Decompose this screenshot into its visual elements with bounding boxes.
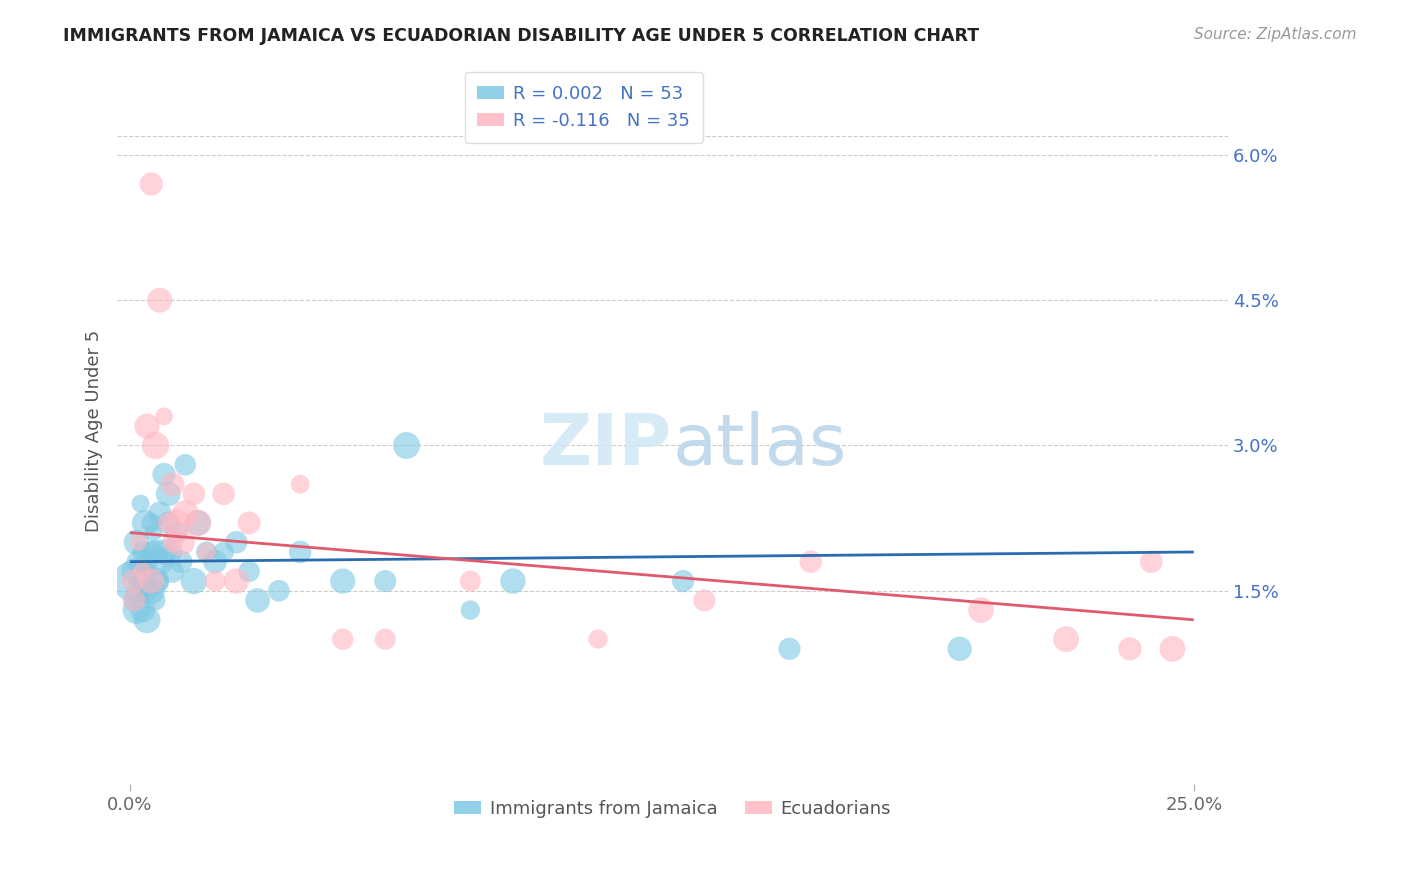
Point xyxy=(162,565,184,579)
Point xyxy=(141,574,163,588)
Y-axis label: Disability Age Under 5: Disability Age Under 5 xyxy=(86,330,103,532)
Point xyxy=(157,516,180,530)
Point xyxy=(246,593,269,607)
Point xyxy=(132,603,155,617)
Point xyxy=(153,467,176,482)
Point xyxy=(125,535,148,549)
Point xyxy=(132,565,155,579)
Point xyxy=(800,555,823,569)
Point xyxy=(170,535,193,549)
Point xyxy=(187,516,209,530)
Point xyxy=(374,574,396,588)
Point xyxy=(212,487,235,501)
Point xyxy=(127,555,149,569)
Point xyxy=(136,613,159,627)
Point xyxy=(149,506,172,520)
Text: atlas: atlas xyxy=(672,410,846,480)
Point xyxy=(141,583,163,598)
Point xyxy=(195,545,218,559)
Point xyxy=(187,516,209,530)
Point xyxy=(374,632,396,647)
Point xyxy=(267,583,290,598)
Point xyxy=(238,565,260,579)
Point xyxy=(195,545,218,559)
Point xyxy=(949,641,972,656)
Point xyxy=(162,545,184,559)
Point xyxy=(1140,555,1163,569)
Point xyxy=(779,641,801,656)
Point xyxy=(136,583,159,598)
Point xyxy=(586,632,609,647)
Point xyxy=(136,555,159,569)
Point xyxy=(238,516,260,530)
Point xyxy=(141,516,163,530)
Text: Source: ZipAtlas.com: Source: ZipAtlas.com xyxy=(1194,27,1357,42)
Point xyxy=(149,555,172,569)
Text: IMMIGRANTS FROM JAMAICA VS ECUADORIAN DISABILITY AGE UNDER 5 CORRELATION CHART: IMMIGRANTS FROM JAMAICA VS ECUADORIAN DI… xyxy=(63,27,980,45)
Point xyxy=(166,525,188,540)
Point xyxy=(174,458,197,472)
Point xyxy=(970,603,993,617)
Point xyxy=(157,516,180,530)
Point xyxy=(122,574,145,588)
Text: ZIP: ZIP xyxy=(540,410,672,480)
Point xyxy=(288,477,311,491)
Point xyxy=(693,593,716,607)
Point xyxy=(332,632,354,647)
Point xyxy=(157,487,180,501)
Point xyxy=(136,419,159,434)
Point xyxy=(122,593,145,607)
Point xyxy=(1119,641,1142,656)
Point xyxy=(149,574,172,588)
Point xyxy=(129,497,152,511)
Point xyxy=(174,506,197,520)
Point xyxy=(502,574,524,588)
Point xyxy=(122,574,145,588)
Point xyxy=(142,525,165,540)
Point xyxy=(225,574,247,588)
Point xyxy=(136,565,159,579)
Point xyxy=(212,545,235,559)
Point xyxy=(162,477,184,491)
Point xyxy=(149,293,172,308)
Point xyxy=(288,545,311,559)
Point xyxy=(132,545,155,559)
Point xyxy=(153,545,176,559)
Point xyxy=(204,574,226,588)
Point xyxy=(145,574,167,588)
Legend: Immigrants from Jamaica, Ecuadorians: Immigrants from Jamaica, Ecuadorians xyxy=(447,792,898,825)
Point xyxy=(145,545,167,559)
Point xyxy=(460,574,482,588)
Point xyxy=(153,409,176,424)
Point xyxy=(225,535,247,549)
Point xyxy=(127,535,149,549)
Point xyxy=(672,574,695,588)
Point xyxy=(204,555,226,569)
Point xyxy=(166,516,188,530)
Point xyxy=(125,603,148,617)
Point xyxy=(141,177,163,191)
Point xyxy=(127,583,149,598)
Point xyxy=(183,574,205,588)
Point xyxy=(162,535,184,549)
Point xyxy=(122,593,145,607)
Point xyxy=(145,593,167,607)
Point xyxy=(141,545,163,559)
Point xyxy=(460,603,482,617)
Point xyxy=(145,438,167,452)
Point xyxy=(170,555,193,569)
Point xyxy=(122,565,145,579)
Point xyxy=(1161,641,1184,656)
Point xyxy=(183,487,205,501)
Point xyxy=(132,574,155,588)
Point xyxy=(1054,632,1077,647)
Point xyxy=(332,574,354,588)
Point xyxy=(134,516,156,530)
Point xyxy=(395,438,418,452)
